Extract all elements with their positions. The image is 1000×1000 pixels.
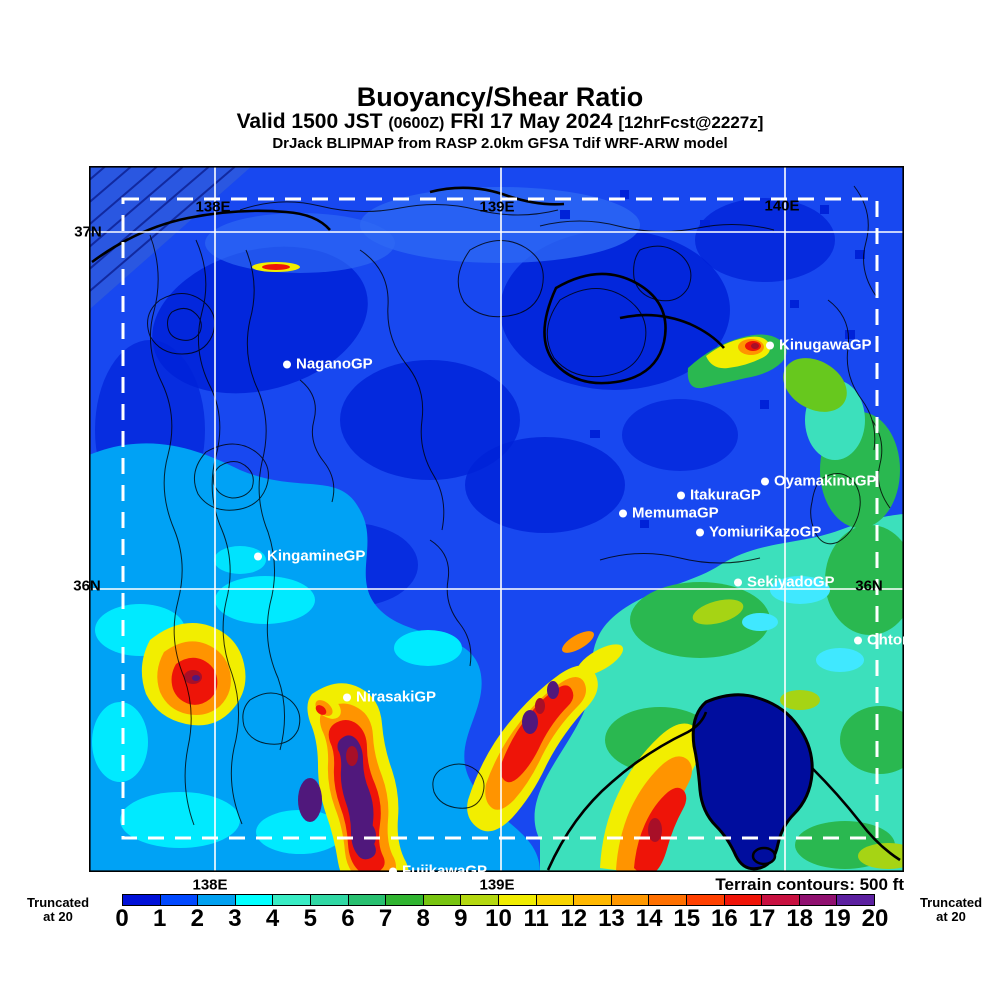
colorbar-segment-11: [536, 895, 575, 905]
grid-label-138E-6: 138E: [192, 876, 228, 894]
colorbar-segment-15: [686, 895, 725, 905]
colorbar-tick-5: 5: [303, 905, 317, 932]
colorbar-tick-0: 0: [115, 905, 129, 932]
map-image: [89, 166, 904, 872]
colorbar-tick-11: 11: [523, 905, 549, 932]
colorbar-segment-9: [461, 895, 499, 905]
contour-layer: [147, 185, 891, 826]
colorbar-tick-15: 15: [673, 905, 701, 932]
valid-date: FRI 17 May 2024: [450, 110, 613, 133]
colorbar-tick-2: 2: [190, 905, 204, 932]
colorbar-tick-4: 4: [265, 905, 280, 932]
colorbar-tick-13: 13: [598, 905, 625, 932]
colorbar-tick-19: 19: [823, 905, 851, 932]
grid-label-139E-7: 139E: [479, 876, 515, 894]
colorbar-tick-1: 1: [152, 905, 167, 932]
colorbar-segment-10: [498, 895, 537, 905]
colorbar-tick-7: 7: [378, 905, 393, 932]
contour-thick-layer: [91, 186, 901, 871]
truncated-note-left: Truncated at 20: [13, 896, 103, 924]
model-line: DrJack BLIPMAP from RASP 2.0km GFSA Tdif…: [272, 135, 728, 152]
truncated-right-line1: Truncated: [919, 895, 983, 910]
truncated-right-line2: at 20: [936, 909, 966, 924]
terrain-fill-layer: [89, 166, 904, 872]
valid-time-line: Valid 1500 JST (0600Z) FRI 17 May 2024 […: [0, 111, 1000, 135]
colorbar-segment-12: [574, 895, 612, 905]
colorbar-segment-17: [762, 895, 800, 905]
colorbar-tick-14: 14: [635, 905, 663, 932]
colorbar: [122, 894, 875, 906]
colorbar-segment-14: [649, 895, 687, 905]
colorbar-tick-6: 6: [341, 905, 355, 932]
colorbar-tick-9: 9: [454, 905, 468, 932]
truncated-left-line1: Truncated: [26, 895, 90, 910]
colorbar-segment-13: [611, 895, 650, 905]
colorbar-tick-16: 16: [711, 905, 738, 932]
colorbar-tick-12: 12: [560, 905, 588, 932]
colorbar-segment-2: [198, 895, 236, 905]
hotspot-layer: [141, 262, 787, 872]
colorbar-tick-8: 8: [416, 905, 430, 932]
colorbar-segment-18: [799, 895, 838, 905]
domain-box: [121, 197, 879, 840]
map-border: [89, 166, 904, 872]
colorbar-segment-6: [348, 895, 387, 905]
colorbar-segment-8: [423, 895, 462, 905]
page-title: Buoyancy/Shear Ratio: [356, 82, 644, 112]
truncated-left-line2: at 20: [43, 909, 73, 924]
colorbar-segment-0: [123, 895, 161, 905]
terrain-note: Terrain contours: 500 ft: [715, 875, 904, 894]
colorbar-segment-16: [724, 895, 763, 905]
colorbar-segment-1: [160, 895, 199, 905]
colorbar-segment-3: [235, 895, 274, 905]
valid-prefix: Valid 1500 JST: [236, 110, 383, 133]
colorbar-tick-17: 17: [748, 905, 776, 932]
colorbar-segment-7: [386, 895, 424, 905]
valid-zulu: (0600Z): [388, 115, 445, 132]
colorbar-tick-layer: 0 1 2 3 4 5 6 7 8 9 10 11 12 13 14 15 16 17 18 19 20: [115, 905, 888, 933]
bay-layer: [691, 693, 814, 871]
colorbar-segment-19: [837, 895, 874, 905]
colorbar-tick-20: 20: [861, 905, 889, 932]
colorbar-tick-10: 10: [485, 905, 512, 932]
colorbar-segment-4: [273, 895, 311, 905]
colorbar-tick-3: 3: [228, 905, 242, 932]
colorbar-tick-18: 18: [786, 905, 814, 932]
valid-fcst: [12hrFcst@2227z]: [618, 113, 764, 132]
forecast-map: NaganoGP KinugawaGP OyamakinuGP ItakuraGP Me…: [89, 166, 904, 872]
colorbar-segment-5: [310, 895, 349, 905]
graticule-layer: [89, 166, 904, 872]
header: Buoyancy/Shear Ratio Valid 1500 JST (060…: [0, 84, 1000, 152]
truncated-note-right: Truncated at 20: [906, 896, 996, 924]
